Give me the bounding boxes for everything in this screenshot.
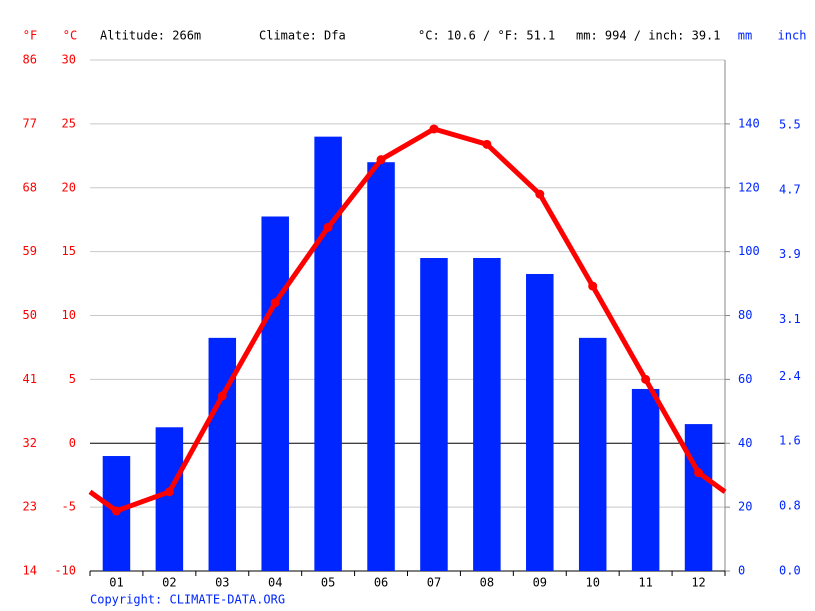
x-tick-label: 04 — [268, 576, 282, 590]
y2-tick-label: 20 — [738, 500, 752, 514]
precip-bar — [578, 337, 607, 571]
y-tick-label-f: 68 — [23, 180, 37, 194]
y-tick-label: 0 — [69, 436, 76, 450]
y-tick-label: 25 — [62, 116, 76, 130]
temp-point — [217, 391, 227, 401]
altitude: Altitude: 266m — [100, 29, 201, 43]
x-tick-label: 11 — [638, 576, 652, 590]
y-tick-label-f: 23 — [23, 500, 37, 514]
precip-bar — [420, 258, 448, 571]
precip-bar — [631, 388, 660, 571]
y-tick-label-f: 59 — [23, 244, 37, 258]
climate: Climate: Dfa — [259, 29, 346, 43]
y2-tick-label: 40 — [738, 436, 752, 450]
y-tick-label-f: 77 — [23, 116, 37, 130]
y2-tick-label: 140 — [738, 116, 760, 130]
temp-line — [115, 126, 701, 514]
y-tick-label: 15 — [62, 244, 76, 258]
y-tick-label: -5 — [62, 500, 76, 514]
temp-point — [429, 124, 439, 134]
temp-point — [482, 139, 492, 149]
y2-tick-label-inch: 2.4 — [779, 369, 801, 383]
c-unit: °C — [63, 29, 77, 43]
credit: Copyright: CLIMATE-DATA.ORG — [90, 593, 285, 607]
y-tick-label: 5 — [69, 372, 76, 386]
temp-point — [164, 487, 174, 497]
temp-point — [588, 281, 598, 291]
y2-tick-label-inch: 4.7 — [779, 182, 801, 196]
y2-tick-label-inch: 3.9 — [779, 247, 801, 261]
inch-unit: inch — [778, 29, 807, 43]
y-tick-label: 10 — [62, 308, 76, 322]
y2-tick-label-inch: 5.5 — [779, 117, 801, 131]
y2-tick-label-inch: 0.0 — [779, 564, 801, 578]
f-unit: °F — [23, 29, 37, 43]
x-tick-label: 07 — [427, 576, 441, 590]
temp-line-wrap — [88, 470, 727, 513]
precip-bar — [261, 216, 289, 571]
precip-bar — [208, 337, 237, 571]
temp-point — [323, 222, 333, 232]
x-tick-label: 03 — [215, 576, 229, 590]
precip-summary: mm: 994 / inch: 39.1 — [576, 29, 721, 43]
x-tick-label: 12 — [691, 576, 705, 590]
x-tick-label: 02 — [162, 576, 176, 590]
y-tick-label-f: 32 — [23, 436, 37, 450]
y2-tick-label-inch: 3.1 — [779, 312, 801, 326]
x-tick-label: 01 — [109, 576, 123, 590]
y2-tick-label-inch: 1.6 — [779, 434, 801, 448]
y2-tick-label: 0 — [738, 564, 745, 578]
y2-tick-label: 60 — [738, 372, 752, 386]
temp-point — [535, 189, 545, 199]
y2-tick-label: 120 — [738, 180, 760, 194]
y-tick-label: -10 — [54, 564, 76, 578]
temp-point — [376, 155, 386, 165]
precip-bar — [367, 162, 395, 571]
y2-tick-label: 80 — [738, 308, 752, 322]
y-tick-label-f: 41 — [23, 372, 37, 386]
x-tick-label: 10 — [585, 576, 599, 590]
x-tick-label: 09 — [533, 576, 547, 590]
precip-bar — [526, 273, 554, 571]
y-tick-label: 20 — [62, 180, 76, 194]
precip-bar — [155, 427, 184, 571]
x-tick-label: 06 — [374, 576, 388, 590]
temp-point — [111, 506, 121, 516]
temp-summary: °C: 10.6 / °F: 51.1 — [418, 29, 555, 43]
y-tick-label-f: 50 — [23, 308, 37, 322]
y-tick-label-f: 86 — [23, 53, 37, 67]
x-tick-label: 08 — [480, 576, 494, 590]
y-tick-label: 30 — [62, 53, 76, 67]
x-tick-label: 05 — [321, 576, 335, 590]
temp-point — [270, 298, 280, 308]
y-tick-label-f: 14 — [23, 564, 37, 578]
y2-tick-label: 100 — [738, 244, 760, 258]
precip-bar — [473, 258, 501, 571]
temp-point — [694, 468, 704, 478]
y2-tick-label-inch: 0.8 — [779, 499, 801, 513]
precip-bar — [684, 424, 713, 571]
temp-point — [641, 374, 651, 384]
mm-unit: mm — [738, 29, 752, 43]
precip-bar — [314, 136, 342, 571]
